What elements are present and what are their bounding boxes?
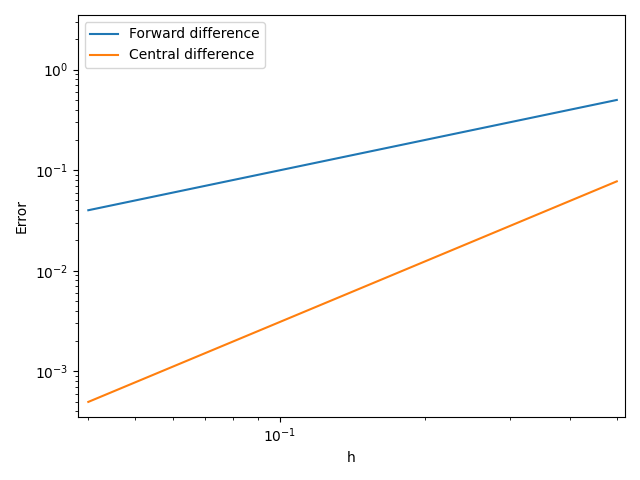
Forward difference <box>603 99 611 105</box>
Forward difference <box>613 97 621 103</box>
Central difference <box>603 182 611 188</box>
Forward difference <box>596 101 604 107</box>
Forward difference <box>324 157 332 163</box>
Forward difference <box>195 184 202 190</box>
Y-axis label: Error: Error <box>15 199 29 233</box>
Forward difference <box>84 207 92 213</box>
Forward difference <box>164 191 172 196</box>
Forward difference <box>378 146 385 152</box>
Central difference <box>596 186 604 192</box>
Central difference <box>195 353 202 359</box>
Line: Central difference: Central difference <box>88 181 617 402</box>
Central difference <box>324 299 332 305</box>
Central difference <box>613 179 621 184</box>
Central difference <box>164 366 172 372</box>
Legend: Forward difference, Central difference: Forward difference, Central difference <box>84 22 265 68</box>
Central difference <box>378 276 385 282</box>
Line: Forward difference: Forward difference <box>88 100 617 210</box>
X-axis label: h: h <box>347 451 356 465</box>
Central difference <box>84 399 92 405</box>
